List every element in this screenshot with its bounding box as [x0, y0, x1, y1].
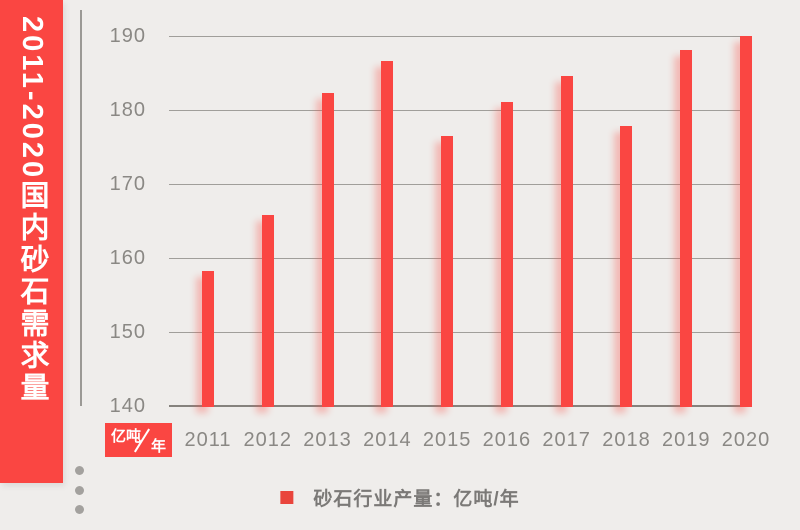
- decor-dot: [75, 466, 84, 475]
- gridline-150: [169, 331, 752, 333]
- bar-2017: [560, 76, 573, 407]
- title-banner: 2011-2020国内砂石需求量: [0, 0, 63, 483]
- bar-2014: [381, 61, 394, 407]
- y-tick-label-160: 160: [109, 246, 146, 269]
- bar-2019: [680, 50, 693, 407]
- bar-2011: [202, 271, 214, 407]
- x-tick-label-2015: 2015: [422, 429, 472, 451]
- legend-label: 砂石行业产量：亿吨/年: [313, 489, 520, 510]
- bar-2016: [500, 102, 513, 407]
- x-tick-label-2017: 2017: [542, 429, 591, 451]
- x-tick-label-2016: 2016: [482, 429, 532, 451]
- x-tick-label-2011: 2011: [184, 429, 232, 451]
- gridline-190: [169, 35, 752, 37]
- gridline-170: [169, 183, 752, 185]
- bar-2020: [740, 35, 753, 407]
- x-tick-label-2019: 2019: [661, 429, 711, 451]
- y-axis-unit-badge: 亿吨 年: [105, 423, 172, 457]
- unit-badge-top-text: 亿吨: [111, 428, 142, 445]
- bar-2018: [620, 125, 633, 407]
- legend: 砂石行业产量：亿吨/年: [280, 484, 519, 511]
- gridline-160: [169, 257, 752, 259]
- y-tick-label-170: 170: [109, 172, 146, 195]
- bar-2012: [261, 214, 274, 407]
- x-tick-label-2014: 2014: [363, 429, 412, 451]
- bar-2013: [321, 93, 334, 407]
- decor-dot: [75, 485, 84, 495]
- legend-marker-icon: [280, 491, 294, 504]
- gridline-180: [169, 109, 752, 111]
- x-tick-label-2018: 2018: [602, 429, 651, 451]
- y-tick-label-150: 150: [109, 320, 146, 343]
- x-tick-label-2012: 2012: [243, 429, 293, 451]
- y-tick-label-140: 140: [109, 395, 146, 417]
- bar-2015: [441, 136, 454, 407]
- vertical-title: 2011-2020国内砂石需求量: [16, 16, 48, 405]
- unit-badge-bottom-text: 年: [150, 438, 166, 455]
- y-axis-line: [80, 10, 82, 406]
- x-tick-label-2013: 2013: [303, 429, 352, 451]
- y-tick-label-190: 190: [109, 24, 146, 47]
- decor-dot: [75, 505, 84, 514]
- x-tick-label-2020: 2020: [721, 429, 771, 451]
- y-tick-label-180: 180: [109, 98, 146, 121]
- x-axis-line: [169, 405, 752, 407]
